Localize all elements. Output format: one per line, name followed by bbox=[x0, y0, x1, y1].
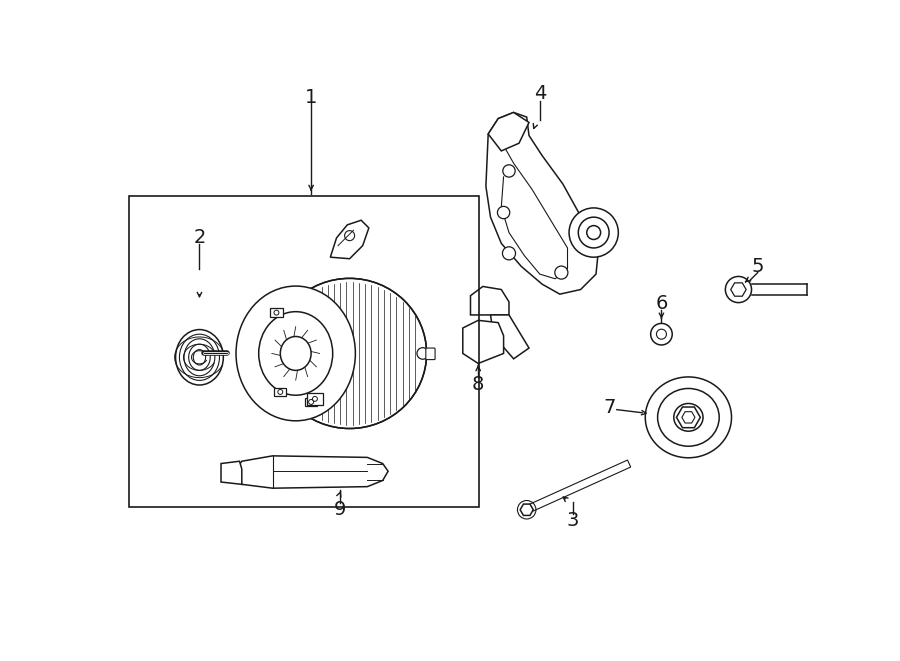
Text: 2: 2 bbox=[194, 229, 205, 247]
Bar bbox=[129, 196, 479, 508]
Ellipse shape bbox=[280, 336, 311, 370]
Polygon shape bbox=[488, 112, 529, 151]
Circle shape bbox=[569, 208, 618, 257]
Circle shape bbox=[312, 397, 318, 401]
Bar bbox=[305, 398, 318, 407]
Text: 7: 7 bbox=[603, 398, 616, 417]
Ellipse shape bbox=[176, 330, 223, 385]
Circle shape bbox=[554, 266, 568, 279]
Text: 4: 4 bbox=[534, 85, 546, 104]
Text: 6: 6 bbox=[655, 294, 668, 313]
Ellipse shape bbox=[236, 286, 356, 421]
Bar bbox=[270, 309, 283, 317]
Ellipse shape bbox=[258, 312, 333, 395]
Circle shape bbox=[656, 329, 667, 339]
Ellipse shape bbox=[645, 377, 732, 458]
Ellipse shape bbox=[194, 350, 205, 365]
Polygon shape bbox=[525, 460, 631, 513]
Circle shape bbox=[274, 310, 279, 315]
Ellipse shape bbox=[189, 344, 211, 370]
Ellipse shape bbox=[658, 389, 719, 446]
Circle shape bbox=[498, 206, 509, 219]
Circle shape bbox=[503, 165, 515, 177]
FancyBboxPatch shape bbox=[426, 348, 435, 360]
Ellipse shape bbox=[184, 339, 215, 375]
Text: 3: 3 bbox=[567, 511, 579, 530]
Text: 1: 1 bbox=[305, 87, 318, 106]
Ellipse shape bbox=[674, 403, 703, 431]
Ellipse shape bbox=[273, 278, 427, 428]
Polygon shape bbox=[330, 220, 369, 258]
Polygon shape bbox=[237, 456, 388, 488]
Text: 8: 8 bbox=[472, 375, 484, 394]
Polygon shape bbox=[463, 321, 504, 364]
Polygon shape bbox=[471, 286, 509, 315]
Text: 5: 5 bbox=[752, 257, 764, 276]
Bar bbox=[274, 388, 286, 396]
Ellipse shape bbox=[179, 334, 220, 380]
Circle shape bbox=[725, 276, 752, 303]
Polygon shape bbox=[491, 315, 529, 359]
Text: 9: 9 bbox=[333, 500, 346, 520]
Polygon shape bbox=[221, 461, 242, 485]
Circle shape bbox=[651, 323, 672, 345]
Circle shape bbox=[278, 389, 283, 395]
Bar bbox=[307, 393, 323, 405]
Circle shape bbox=[417, 348, 428, 359]
Circle shape bbox=[345, 231, 355, 241]
Polygon shape bbox=[486, 112, 598, 294]
Circle shape bbox=[309, 399, 313, 405]
Circle shape bbox=[587, 225, 600, 239]
Circle shape bbox=[579, 217, 609, 248]
Circle shape bbox=[502, 247, 516, 260]
